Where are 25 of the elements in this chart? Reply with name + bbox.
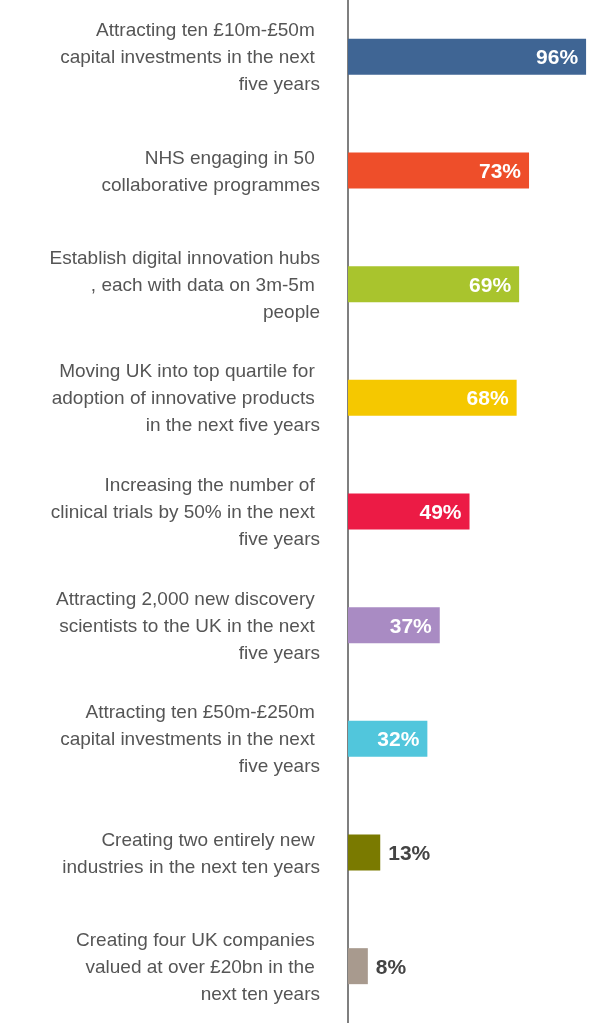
data-label: 37% xyxy=(389,613,433,637)
data-label: 8% xyxy=(375,954,407,978)
data-label: 73% xyxy=(479,159,522,182)
y-tick-label: Attracting ten £50m-£250m capital investments in the next five years xyxy=(60,701,320,777)
bar xyxy=(348,834,381,871)
data-label: 96% xyxy=(536,45,579,69)
y-tick-label: NHS engaging in 50 collaborative programmes xyxy=(101,146,320,195)
bar xyxy=(348,379,517,416)
y-tick-label: Attracting 2,000 new discovery scientists to the UK in the next five years xyxy=(55,587,320,663)
y-tick-label: Creating two entirely new industries in the next ten years xyxy=(62,828,320,877)
y-tick-label: Moving UK into top quartile for adoption of innovative products in the next five years xyxy=(51,360,320,436)
y-tick-label: Establish digital innovation hubs, each with data on 3m-5m people xyxy=(49,246,320,322)
data-label: 49% xyxy=(419,500,462,523)
data-label: 69% xyxy=(469,272,512,296)
y-tick-label: Increasing the number of clinical trials by 50% in the next five years xyxy=(50,474,320,549)
data-label: 32% xyxy=(377,727,420,751)
bar xyxy=(348,948,368,985)
y-tick-label: Attracting ten £10m-£50m capital investments in the next five years xyxy=(60,19,320,95)
bar xyxy=(348,152,530,189)
data-label: 13% xyxy=(388,841,431,864)
bar xyxy=(348,266,520,303)
bar xyxy=(348,493,470,530)
bar xyxy=(348,38,587,75)
data-label: 68% xyxy=(466,386,509,410)
y-tick-label: Creating four UK companies valued at over £20bn in the next ten years xyxy=(76,928,320,1004)
